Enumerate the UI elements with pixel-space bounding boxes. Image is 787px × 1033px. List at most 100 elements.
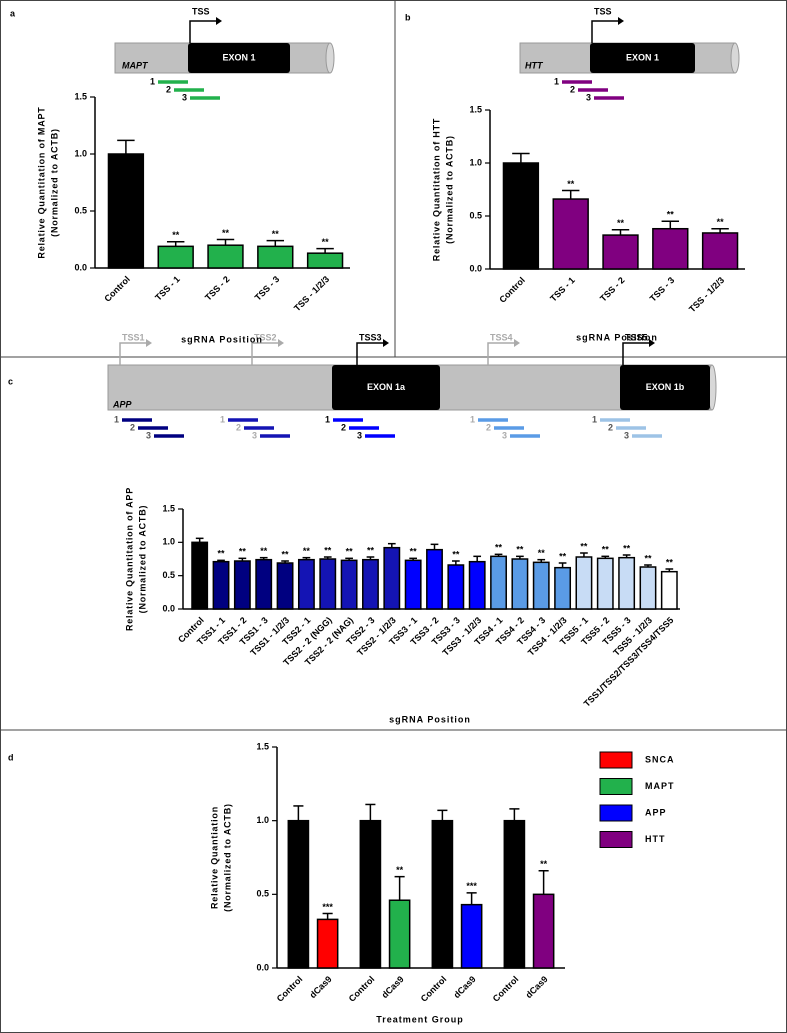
guide-number: 2 (130, 422, 135, 432)
significance-label: ** (540, 859, 548, 869)
legend-swatch (599, 751, 633, 769)
bar (383, 546, 401, 610)
bar (306, 252, 344, 269)
guide-number: 3 (624, 430, 629, 440)
y-tick-label: 0.0 (74, 262, 87, 272)
bar (257, 245, 294, 269)
significance-label: ** (538, 548, 546, 558)
significance-label: ** (282, 549, 290, 559)
bar (575, 556, 593, 610)
tss-label: TSS (192, 6, 210, 16)
y-axis-label: Relative Quantiation (209, 806, 219, 909)
y-axis-label: Relative Quantitation of APP (124, 487, 134, 631)
bar (107, 153, 145, 269)
x-tick-label: TSS - 3 (253, 274, 282, 303)
significance-label: ** (260, 546, 268, 556)
tss-label: TSS1 (122, 332, 145, 342)
significance-label: ** (644, 553, 652, 563)
significance-label: ** (396, 865, 404, 875)
x-tick-label: Control (347, 974, 377, 1004)
tss-label: TSS2 (254, 332, 277, 342)
bar (388, 899, 411, 969)
significance-label: ** (559, 551, 567, 561)
y-tick-label: 1.5 (162, 503, 175, 513)
guide-number: 3 (357, 430, 362, 440)
significance-label: ** (303, 546, 311, 556)
bar (191, 541, 209, 610)
y-axis-label: (Normalized to ACTB) (444, 135, 454, 244)
tss-arrow (119, 342, 146, 365)
y-tick-label: 0.0 (469, 263, 482, 273)
gene-end (730, 42, 740, 74)
guide-number: 1 (220, 414, 225, 424)
x-tick-label: TSS - 1/2/3 (292, 274, 331, 313)
y-axis-label: Relative Quantitation of MAPT (36, 106, 46, 258)
bar (532, 893, 555, 969)
x-tick-label: Control (275, 974, 305, 1004)
guide-number: 2 (236, 422, 241, 432)
x-tick-label: TSS - 1 (548, 275, 577, 304)
x-tick-label: Control (419, 974, 449, 1004)
significance-label: ** (717, 217, 725, 227)
exon-label: EXON 1a (367, 382, 406, 392)
bar (340, 559, 358, 610)
guide-number: 1 (592, 414, 597, 424)
x-tick-label: Control (491, 974, 521, 1004)
x-tick-label: dCas9 (452, 974, 478, 1000)
legend-swatch (599, 831, 633, 848)
bar (652, 227, 689, 270)
bar (468, 560, 486, 610)
exon-label: EXON 1 (626, 52, 659, 62)
panel-letter: a (10, 8, 16, 18)
gene-label: MAPT (122, 60, 149, 70)
y-tick-label: 1.5 (74, 91, 87, 101)
bar (404, 559, 422, 610)
significance-label: ** (367, 545, 375, 555)
bar (297, 558, 315, 610)
tss-arrow (487, 342, 514, 365)
bar (596, 557, 614, 610)
bar (255, 558, 273, 610)
guide-number: 3 (146, 430, 151, 440)
significance-label: ** (410, 547, 418, 557)
bar (503, 819, 526, 969)
exon-label: EXON 1b (646, 382, 685, 392)
guide-number: 3 (252, 430, 257, 440)
arrow-head (383, 339, 389, 347)
significance-label: ** (346, 547, 354, 557)
legend-swatch (599, 778, 633, 795)
significance-label: ** (172, 230, 180, 240)
tss-label: TSS3 (359, 332, 382, 342)
bar (660, 570, 678, 610)
significance-label: ** (567, 179, 575, 189)
exon-label: EXON 1 (222, 52, 255, 62)
panel-letter: c (8, 376, 13, 386)
guide-number: 2 (570, 84, 575, 94)
significance-label: *** (322, 902, 333, 912)
x-axis-label: Treatment Group (376, 1014, 464, 1024)
y-tick-label: 1.0 (74, 148, 87, 158)
arrow-head (618, 17, 624, 25)
arrow-head (216, 17, 222, 25)
tss-label: TSS (594, 6, 612, 16)
y-tick-label: 1.0 (469, 157, 482, 167)
guide-number: 2 (608, 422, 613, 432)
legend-label: APP (645, 807, 667, 817)
significance-label: ** (495, 543, 503, 553)
bar (511, 558, 529, 610)
guide-number: 2 (341, 422, 346, 432)
x-axis-label: sgRNA Position (181, 334, 263, 344)
bar (701, 232, 739, 270)
x-tick-label: TSS - 2 (203, 274, 232, 303)
x-tick-label: TSS - 1 (153, 274, 182, 303)
bar (554, 566, 572, 610)
significance-label: ** (516, 545, 524, 555)
bar (460, 903, 483, 969)
tss-arrow (251, 342, 278, 365)
y-axis-label: (Normalized to ACTB) (222, 803, 232, 912)
guide-number: 1 (114, 414, 119, 424)
y-tick-label: 1.5 (256, 741, 269, 751)
bar (552, 198, 589, 270)
exon (188, 43, 290, 73)
